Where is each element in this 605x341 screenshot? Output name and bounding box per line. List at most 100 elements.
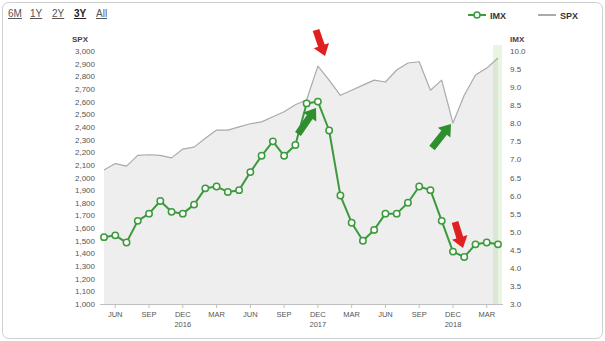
x-tick xyxy=(182,304,183,308)
x-tick-label: SEP xyxy=(412,310,427,319)
marker xyxy=(112,232,118,238)
x-tick-label: JUN xyxy=(243,310,258,319)
y-tick-label: 1,900 xyxy=(75,186,96,195)
marker xyxy=(439,218,445,224)
y2-tick-label: 8.0 xyxy=(510,119,522,128)
marker xyxy=(213,183,219,189)
annotation-arrow xyxy=(452,221,468,248)
x-tick-label: DEC xyxy=(445,310,461,319)
y-tick-label: 2,800 xyxy=(75,72,96,81)
y-tick-label: 1,000 xyxy=(75,300,96,309)
x-tick xyxy=(452,304,453,308)
marker xyxy=(495,241,501,247)
range-button[interactable]: 6M xyxy=(8,8,22,19)
annotation-arrow xyxy=(313,29,329,56)
marker xyxy=(225,189,231,195)
y2-tick-label: 9.5 xyxy=(510,65,522,74)
area-line xyxy=(104,58,498,170)
y-tick-label: 2,600 xyxy=(75,98,96,107)
annotation-arrow xyxy=(429,124,451,150)
y-tick-label: 1,800 xyxy=(75,199,96,208)
marker xyxy=(191,201,197,207)
marker xyxy=(202,185,208,191)
marker xyxy=(303,100,309,106)
series-line xyxy=(104,102,498,257)
marker xyxy=(168,209,174,215)
y-tick-label: 1,600 xyxy=(75,224,96,233)
y-tick-label: 1,700 xyxy=(75,211,96,220)
marker xyxy=(360,238,366,244)
y-tick-label: 2,300 xyxy=(75,136,96,145)
year-label: 2017 xyxy=(310,320,327,329)
y-tick-label: 2,900 xyxy=(75,60,96,69)
marker xyxy=(258,153,264,159)
x-tick xyxy=(351,304,352,308)
y-tick-label: 2,500 xyxy=(75,110,96,119)
marker xyxy=(101,234,107,240)
y2-tick-label: 5.5 xyxy=(510,210,522,219)
legend-marker xyxy=(474,12,480,18)
range-button[interactable]: 1Y xyxy=(30,8,43,19)
y2-tick-label: 6.0 xyxy=(510,192,522,201)
y-tick-label: 2,100 xyxy=(75,161,96,170)
marker xyxy=(135,218,141,224)
x-tick-label: DEC xyxy=(310,310,326,319)
y-tick-label: 2,200 xyxy=(75,148,96,157)
range-button[interactable]: 3Y xyxy=(74,8,87,19)
marker xyxy=(292,142,298,148)
marker xyxy=(281,153,287,159)
marker xyxy=(382,210,388,216)
legend-label[interactable]: SPX xyxy=(560,11,578,21)
y2-tick-label: 9.0 xyxy=(510,83,522,92)
area-fill xyxy=(104,58,498,304)
marker xyxy=(247,169,253,175)
y2-axis-title: IMX xyxy=(510,35,525,44)
y2-tick-label: 5.0 xyxy=(510,228,522,237)
y-tick-label: 1,100 xyxy=(75,287,96,296)
y-tick-label: 1,500 xyxy=(75,237,96,246)
marker xyxy=(461,254,467,260)
marker xyxy=(393,210,399,216)
y2-tick-label: 7.5 xyxy=(510,137,522,146)
y2-tick-label: 3.5 xyxy=(510,282,522,291)
marker xyxy=(337,192,343,198)
marker xyxy=(348,219,354,225)
x-tick-label: JUN xyxy=(378,310,393,319)
y2-tick-label: 4.0 xyxy=(510,264,522,273)
annotation-arrow xyxy=(295,108,316,136)
marker xyxy=(180,210,186,216)
y2-tick-label: 3.0 xyxy=(510,300,522,309)
range-button[interactable]: All xyxy=(96,8,107,19)
marker xyxy=(157,198,163,204)
y-axis-title: SPX xyxy=(72,35,89,44)
year-label: 2016 xyxy=(174,320,191,329)
x-tick xyxy=(250,304,251,308)
x-tick xyxy=(216,304,217,308)
marker xyxy=(123,239,129,245)
x-tick xyxy=(385,304,386,308)
x-tick-label: MAR xyxy=(478,310,495,319)
marker xyxy=(450,248,456,254)
x-tick xyxy=(317,304,318,308)
marker xyxy=(236,187,242,193)
legend-label[interactable]: IMX xyxy=(490,11,506,21)
range-button[interactable]: 2Y xyxy=(52,8,65,19)
y2-tick-label: 10.0 xyxy=(510,47,526,56)
y-tick-label: 2,400 xyxy=(75,123,96,132)
x-tick xyxy=(284,304,285,308)
marker xyxy=(146,210,152,216)
y-tick-label: 1,300 xyxy=(75,262,96,271)
x-tick-label: JUN xyxy=(108,310,123,319)
marker xyxy=(270,138,276,144)
x-tick xyxy=(149,304,150,308)
marker xyxy=(405,200,411,206)
y2-tick-label: 6.5 xyxy=(510,174,522,183)
x-tick xyxy=(486,304,487,308)
x-axis-line xyxy=(100,304,503,305)
year-label: 2018 xyxy=(445,320,462,329)
marker xyxy=(416,183,422,189)
chart: 6M1Y2Y3YAllSPXIMX1,0001,1001,2001,3001,4… xyxy=(0,0,605,341)
legend-line xyxy=(538,14,556,16)
y2-tick-label: 7.0 xyxy=(510,155,522,164)
widget-frame xyxy=(3,3,603,339)
